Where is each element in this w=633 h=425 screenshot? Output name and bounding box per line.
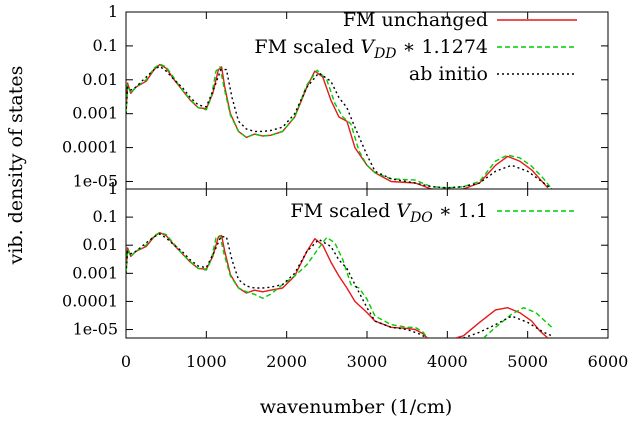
x-tick-label: 4000 (427, 352, 468, 371)
x-tick-label: 0 (121, 352, 131, 371)
legend-top-label-1: FM unchanged (343, 9, 488, 31)
bottom-y-tick-label: 0.001 (72, 263, 118, 282)
top-y-tick-label: 0.01 (82, 70, 118, 89)
top-y-tick-label: 1 (108, 2, 118, 21)
x-tick-label: 3000 (347, 352, 388, 371)
bottom-series-group (126, 231, 553, 338)
bottom-y-tick-label: 0.0001 (62, 291, 118, 310)
bottom-line-series-1-2 (455, 307, 549, 338)
y-axis-label: vib. density of states (5, 66, 27, 266)
x-tick-label: 2000 (266, 352, 307, 371)
x-tick-label: 5000 (507, 352, 548, 371)
legend-top-label-2: FM scaled VDD ∗ 1.1274 (254, 36, 488, 62)
top-series-group (126, 63, 553, 189)
bottom-line-series-3-2 (463, 315, 553, 338)
top-line-ab-initio-1 (126, 65, 553, 189)
bottom-line-fm-scaled-v-do-1-1-2 (483, 307, 553, 338)
top-y-tick-label: 0.001 (72, 104, 118, 123)
top-y-tick-label: 0.1 (93, 36, 118, 55)
bottom-y-tick-label: 0.1 (93, 207, 118, 226)
bottom-line-series-3-1 (126, 233, 428, 338)
top-y-tick-label: 0.0001 (62, 138, 118, 157)
legend-bottom-label-1: FM scaled VDO ∗ 1.1 (290, 200, 488, 226)
x-axis-label: wavenumber (1/cm) (260, 396, 453, 418)
top-line-fm-unchanged-1 (126, 63, 549, 189)
bottom-y-tick-label: 1 (108, 179, 118, 198)
legend-top-label-3: ab initio (409, 63, 488, 85)
x-tick-label: 1000 (186, 352, 227, 371)
top-y-tick-label: 1e-05 (73, 171, 118, 190)
bottom-y-tick-label: 1e-05 (73, 320, 118, 339)
bottom-y-tick-label: 0.01 (82, 235, 118, 254)
bottom-line-fm-scaled-v-do-1-1-1 (126, 231, 428, 338)
bottom-line-series-1-1 (126, 231, 428, 338)
x-tick-label: 6000 (588, 352, 629, 371)
